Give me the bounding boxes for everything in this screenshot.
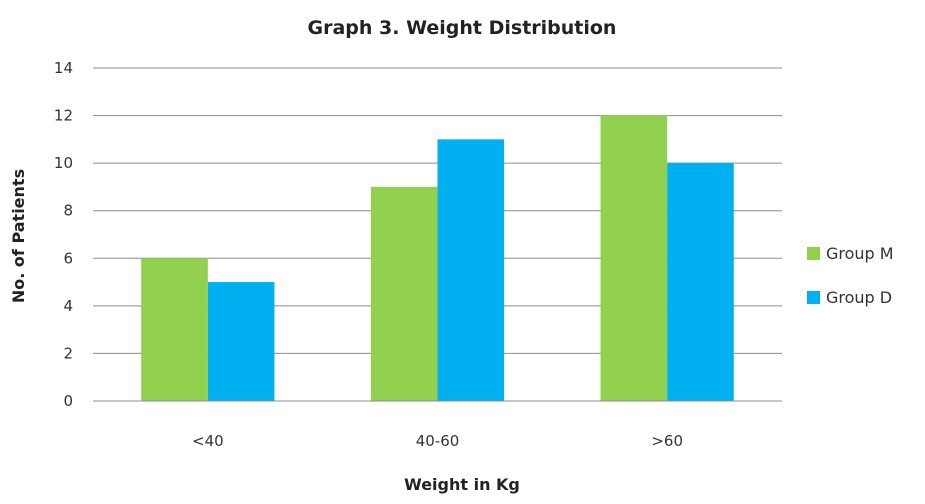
- legend-swatch: [807, 291, 820, 304]
- bar-group-m-2: [600, 115, 668, 402]
- bar-group-d-1: [437, 139, 505, 401]
- legend: Group M Group D: [807, 244, 894, 307]
- y-tick-label: 0: [63, 392, 73, 410]
- legend-label: Group D: [826, 288, 892, 307]
- legend-label: Group M: [826, 244, 894, 263]
- x-tick-label: >60: [651, 432, 683, 450]
- chart-title: Graph 3. Weight Distribution: [308, 17, 617, 39]
- x-axis-ticks: <40 40-60 >60: [192, 432, 683, 450]
- y-tick-label: 8: [63, 202, 73, 220]
- x-tick-label: <40: [192, 432, 224, 450]
- bars: [141, 115, 734, 402]
- y-tick-label: 10: [54, 154, 73, 172]
- y-tick-label: 4: [63, 297, 73, 315]
- legend-swatch: [807, 247, 820, 260]
- bar-group-d-2: [667, 163, 734, 401]
- y-tick-label: 12: [54, 107, 73, 125]
- y-axis-title: No. of Patients: [9, 169, 28, 303]
- bar-group-d-0: [207, 282, 275, 401]
- y-tick-label: 14: [54, 59, 73, 77]
- y-tick-label: 2: [63, 344, 73, 362]
- bar-group-m-1: [370, 186, 438, 401]
- x-axis-title: Weight in Kg: [404, 475, 520, 494]
- y-axis-ticks: 0 2 4 6 8 10 12 14: [54, 59, 73, 410]
- x-tick-label: 40-60: [416, 432, 460, 450]
- bar-group-m-0: [141, 258, 208, 401]
- y-tick-label: 6: [63, 249, 73, 267]
